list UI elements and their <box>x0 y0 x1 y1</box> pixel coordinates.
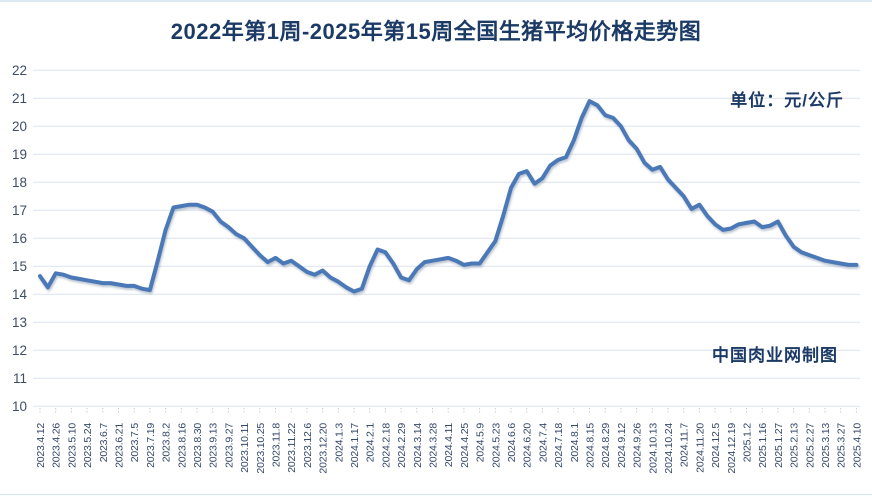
x-axis-tick-label: 2023.6.7 <box>98 423 110 463</box>
unit-label: 单位：元/公斤 <box>730 91 844 110</box>
y-axis-tick-label: 13 <box>12 315 27 330</box>
x-axis-tick-label: 2024.10.13 <box>647 423 659 474</box>
x-axis-tick-label: 2024.5.9 <box>475 423 487 463</box>
y-axis-tick-label: 16 <box>12 231 27 246</box>
x-axis-tick-label: 2023.7.19 <box>145 423 157 468</box>
x-axis-tick-label: 2025.1.2 <box>742 423 754 463</box>
x-axis-tick-label: 2023.11.8 <box>271 423 283 467</box>
y-axis-tick-label: 20 <box>12 119 27 134</box>
x-axis-tick-label: 2024.1.17 <box>349 423 361 468</box>
y-axis-tick-label: 18 <box>12 175 27 190</box>
price-line-series <box>38 99 859 294</box>
x-axis-tick-label: 2023.4.26 <box>51 423 63 468</box>
x-axis-tick-label: 2024.1.3 <box>333 423 345 463</box>
y-axis-tick-label: 12 <box>12 343 27 358</box>
x-axis-tick-label: 2023.7.5 <box>129 423 141 463</box>
x-axis-tick-label: 2024.5.23 <box>490 423 502 468</box>
watermark-label: 中国肉业网制图 <box>712 346 838 365</box>
x-axis-tick-label: 2024.11.20 <box>694 423 706 473</box>
y-axis-tick-label: 14 <box>12 287 28 302</box>
x-axis-tick-label: 2025.2.13 <box>789 423 801 468</box>
x-axis-tick-label: 2024.9.12 <box>616 423 628 468</box>
x-axis-tick-label: 2024.2.29 <box>396 423 408 468</box>
y-axis-tick-label: 11 <box>13 371 27 386</box>
x-axis-tick-label: 2023.8.2 <box>161 423 173 463</box>
x-axis-tick-label: 2023.10.25 <box>255 423 267 474</box>
x-axis-tick-label: 2023.12.6 <box>302 423 314 468</box>
x-axis-tick-label: 2023.5.24 <box>82 423 94 468</box>
chart-bottom-edge <box>0 494 872 495</box>
x-axis-tick-label: 2024.8.15 <box>585 423 597 468</box>
x-axis-tick-label: 2024.6.6 <box>506 423 518 463</box>
chart-title: 2022年第1周-2025年第15周全国生猪平均价格走势图 <box>170 19 702 44</box>
x-axis-tick-label: 2025.2.27 <box>804 423 816 468</box>
x-axis-tick-label: 2023.5.10 <box>66 423 78 468</box>
x-axis-tick-label: 2023.6.21 <box>114 423 126 468</box>
y-axis-tick-label: 19 <box>12 147 27 162</box>
x-axis-tick-label: 2024.2.18 <box>380 423 392 468</box>
x-axis-tick-label: 2025.1.16 <box>757 423 769 468</box>
x-axis-tick-label: 2024.6.20 <box>522 423 534 468</box>
y-axis-tick-label: 15 <box>12 259 27 274</box>
x-axis-tick-label: 2024.2.1 <box>365 423 377 463</box>
x-axis-tick-label: 2023.12.20 <box>318 423 330 474</box>
x-axis-tick-label: 2024.10.24 <box>663 423 675 474</box>
x-axis-tick-label: 2023.9.13 <box>208 423 220 468</box>
y-axis-tick-label: 17 <box>12 203 27 218</box>
x-axis-tick-label: 2024.11.7 <box>679 423 691 467</box>
x-axis-tick-label: 2024.9.26 <box>632 423 644 468</box>
x-axis-tick-label: 2023.8.16 <box>176 423 188 468</box>
x-axis-tick-label: 2024.3.14 <box>412 423 424 468</box>
x-axis-tick-label: 2025.3.27 <box>836 423 848 468</box>
x-axis-tick-label: 2024.8.29 <box>600 423 612 468</box>
x-axis-tick-label: 2023.8.30 <box>192 423 204 468</box>
y-axis-tick-label: 22 <box>12 63 27 78</box>
x-axis-tick-label: 2023.10.11 <box>239 423 251 473</box>
x-axis-tick-label: 2024.4.11 <box>443 423 455 467</box>
x-axis-tick-label: 2025.3.13 <box>820 423 832 468</box>
y-axis-tick-label: 21 <box>12 91 27 106</box>
x-axis-tick-label: 2024.7.4 <box>537 423 549 463</box>
x-axis-tick-label: 2025.1.27 <box>773 423 785 468</box>
x-axis-tick-label: 2023.11.22 <box>286 423 298 473</box>
x-axis-tick-label: 2024.12.5 <box>710 423 722 468</box>
x-axis-tick-label: 2024.3.28 <box>428 423 440 468</box>
x-axis-tick-label: 2024.4.25 <box>459 423 471 468</box>
x-axis-tick-label: 2024.12.19 <box>726 423 738 474</box>
x-axis-tick-label: 2025.4.10 <box>851 423 863 468</box>
y-axis-tick-label: 10 <box>12 399 27 414</box>
x-axis-tick-label: 2023.9.27 <box>223 423 235 468</box>
x-axis-tick-label: 2024.8.1 <box>569 423 581 463</box>
x-axis-tick-label: 2024.7.18 <box>553 423 565 468</box>
x-axis-tick-label: 2023.4.12 <box>35 423 47 468</box>
